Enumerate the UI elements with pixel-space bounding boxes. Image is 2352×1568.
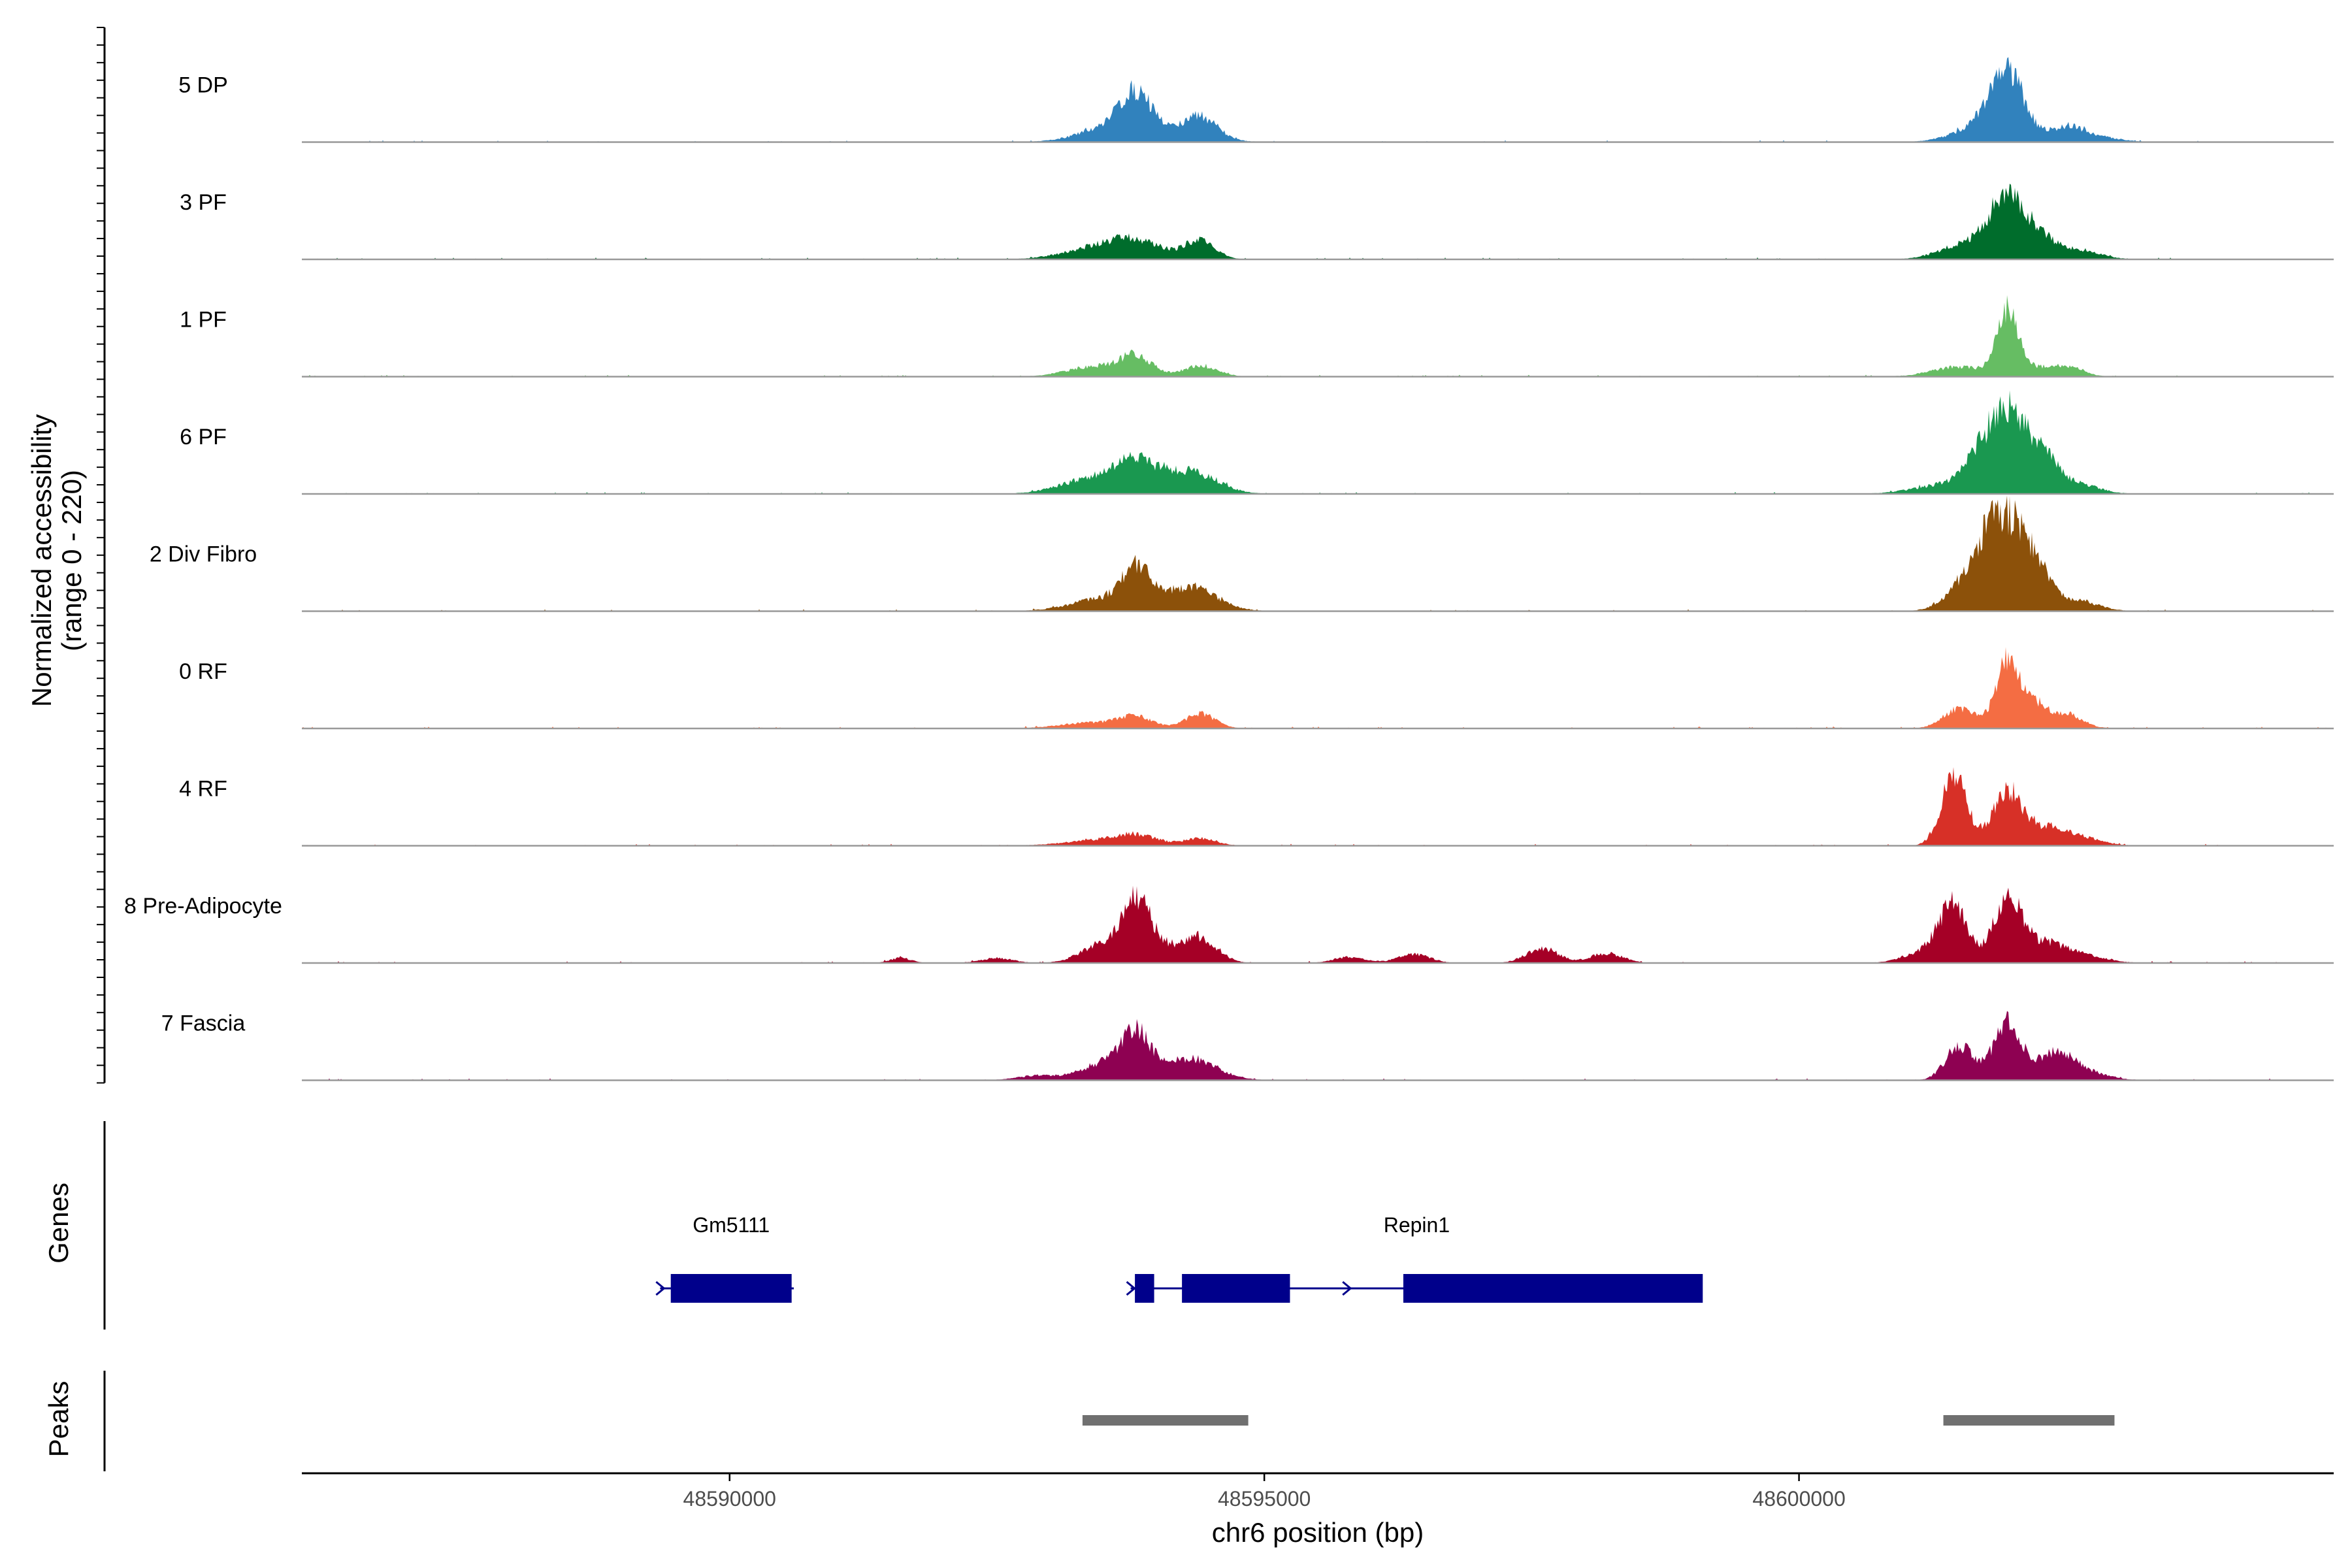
track-label: 8 Pre-Adipocyte (124, 894, 282, 919)
y-axis-title: Normalized accessibility (range 0 - 220) (26, 414, 87, 707)
gene-label: Repin1 (1384, 1213, 1450, 1237)
track-5-dp: 5 DP (178, 57, 2334, 143)
track-0-rf: 0 RF (179, 647, 2334, 730)
track-label: 3 PF (180, 190, 227, 215)
track-label: 0 RF (179, 659, 227, 684)
y-axis-title-line2: (range 0 - 220) (56, 470, 87, 651)
coverage-tracks: 5 DP 3 PF 1 PF 6 PF 2 Div Fibro 0 RF 4 RF 8 Pre… (97, 27, 2334, 1084)
track-label: 7 Fascia (161, 1011, 246, 1036)
track-7-fascia: 7 Fascia (161, 1011, 2334, 1081)
track-label: 5 DP (178, 73, 228, 98)
track-1-pf: 1 PF (180, 295, 2334, 378)
track-6-pf: 6 PF (180, 390, 2334, 495)
x-tick-label: 48600000 (1752, 1487, 1845, 1511)
gene-repin1: Repin1 (1126, 1213, 1703, 1303)
x-axis: chr6 position (bp) 48590000 48595000 48600… (302, 1472, 2334, 1548)
track-4-rf: 4 RF (179, 767, 2334, 847)
gene-exon (1403, 1274, 1703, 1303)
track-label: 2 Div Fibro (150, 542, 257, 567)
track-3-pf: 3 PF (180, 184, 2334, 261)
peaks-panel: Peaks (43, 1371, 2115, 1471)
x-tick-label: 48590000 (683, 1487, 776, 1511)
peaks-panel-label: Peaks (43, 1381, 74, 1458)
genes-panel-label: Genes (43, 1183, 74, 1264)
gene-exon (670, 1274, 792, 1303)
genes-panel: Genes Gm5111 Repin1 (43, 1121, 1703, 1330)
x-axis-title: chr6 position (bp) (1212, 1517, 1424, 1548)
track-label: 6 PF (180, 425, 227, 449)
track-8-pre-adipocyte: 8 Pre-Adipocyte (124, 885, 2334, 964)
peak-bar (1943, 1415, 2115, 1426)
gene-exon (1135, 1274, 1154, 1303)
gene-gm5111: Gm5111 (655, 1213, 794, 1303)
x-tick-label: 48595000 (1218, 1487, 1311, 1511)
gene-label: Gm5111 (693, 1213, 770, 1237)
strand-arrow-icon (655, 1281, 666, 1296)
gene-exon (1182, 1274, 1290, 1303)
strand-arrow-icon (1126, 1281, 1136, 1296)
track-label: 1 PF (180, 308, 227, 333)
y-axis-title-line1: Normalized accessibility (26, 414, 57, 707)
track-label: 4 RF (179, 777, 227, 802)
strand-arrow-icon (1342, 1281, 1352, 1296)
track-2-div-fibro: 2 Div Fibro (150, 495, 2334, 612)
peak-bar (1082, 1415, 1249, 1426)
